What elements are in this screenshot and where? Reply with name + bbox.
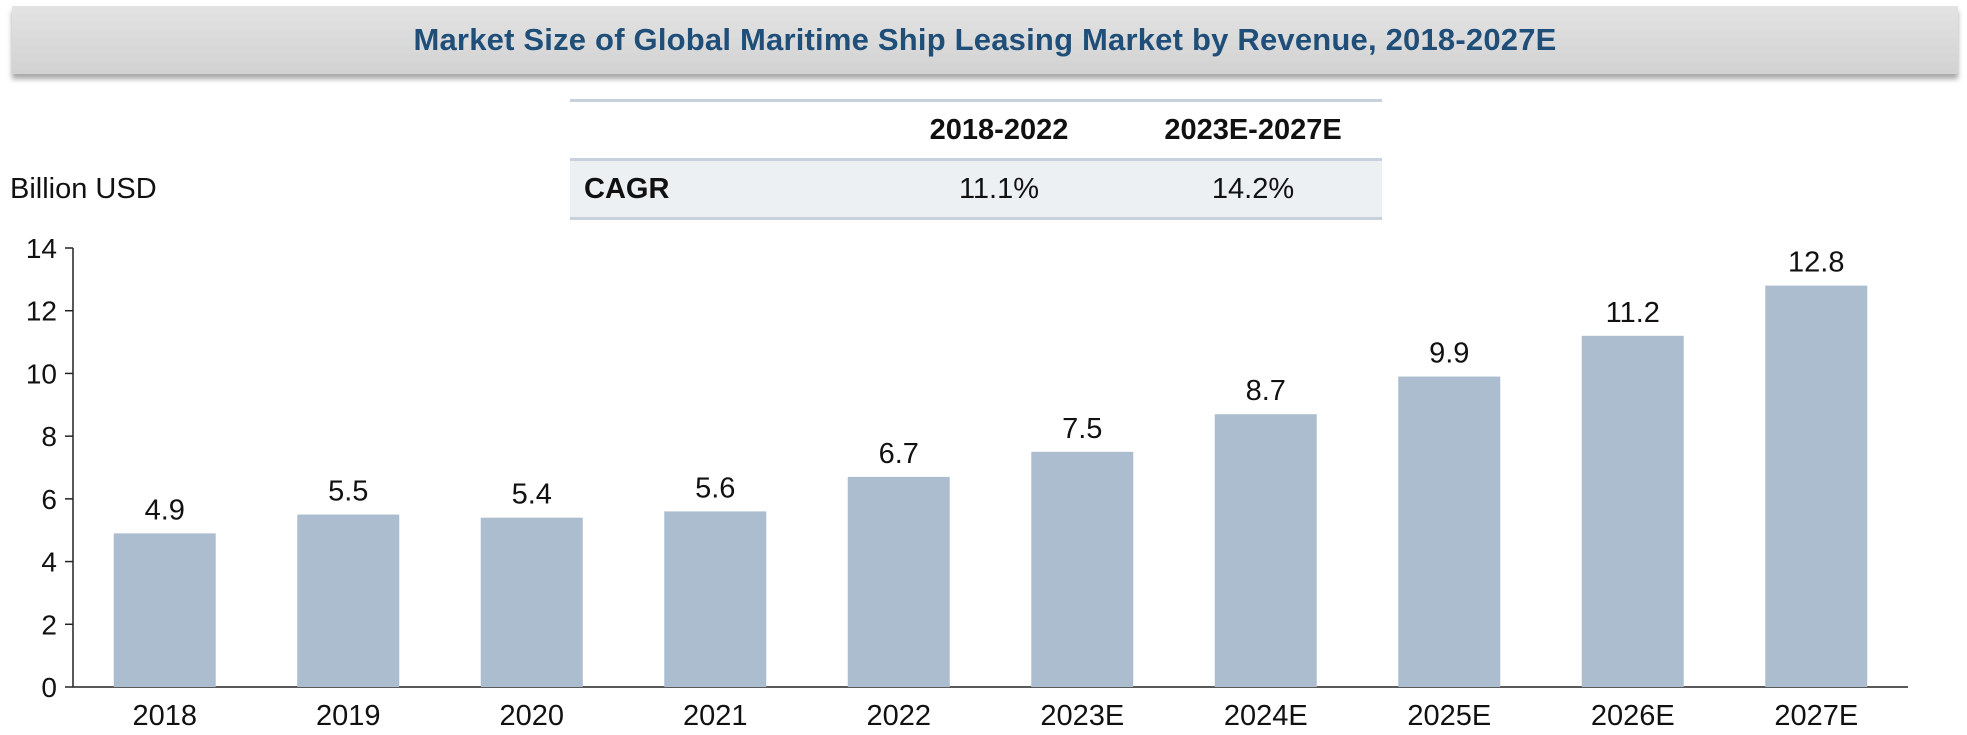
cagr-row-label: CAGR: [570, 159, 874, 220]
bar-value-label: 6.7: [879, 438, 919, 470]
x-tick-label: 2022: [866, 700, 931, 732]
x-tick-label: 2021: [683, 700, 748, 732]
bar: [113, 533, 216, 687]
y-tick-label: 12: [26, 296, 57, 327]
x-tick-label: 2026E: [1591, 700, 1675, 732]
y-axis-unit-label: Billion USD: [10, 173, 157, 205]
bar: [1765, 285, 1868, 687]
bar-value-label: 8.7: [1246, 375, 1286, 407]
bar: [480, 517, 583, 687]
cagr-table-header-period-1: 2018-2022: [874, 99, 1124, 161]
bar: [1581, 335, 1684, 687]
cagr-table-header-period-2: 2023E-2027E: [1124, 99, 1382, 161]
x-tick-label: 2018: [132, 700, 197, 732]
bar: [664, 511, 767, 687]
bar: [1398, 376, 1501, 687]
cagr-table-data-row: CAGR 11.1% 14.2%: [570, 159, 1382, 220]
cagr-value-period-1: 11.1%: [874, 159, 1124, 220]
bar-value-label: 9.9: [1429, 338, 1469, 370]
bar-value-label: 5.4: [512, 479, 552, 511]
x-tick-label: 2019: [316, 700, 381, 732]
y-tick-label: 2: [41, 609, 57, 640]
x-tick-label: 2024E: [1224, 700, 1308, 732]
y-tick-label: 10: [26, 358, 57, 389]
y-tick-label: 8: [41, 421, 57, 452]
cagr-table: 2018-2022 2023E-2027E CAGR 11.1% 14.2%: [570, 99, 1382, 220]
x-tick-label: 2023E: [1040, 700, 1124, 732]
chart-title: Market Size of Global Maritime Ship Leas…: [413, 22, 1557, 57]
bar: [297, 514, 400, 687]
bar-value-label: 4.9: [145, 494, 185, 526]
x-tick-label: 2025E: [1407, 700, 1491, 732]
title-bar: Market Size of Global Maritime Ship Leas…: [12, 6, 1958, 74]
x-tick-label: 2020: [499, 700, 564, 732]
y-tick-label: 14: [26, 233, 57, 264]
cagr-value-period-2: 14.2%: [1124, 159, 1382, 220]
bar: [1031, 451, 1134, 687]
y-tick-label: 0: [41, 672, 57, 703]
bar-value-label: 5.5: [328, 476, 368, 508]
bar-value-label: 5.6: [695, 472, 735, 504]
bar-value-label: 7.5: [1062, 413, 1102, 445]
bar: [1214, 414, 1317, 687]
cagr-table-header-row: 2018-2022 2023E-2027E: [570, 99, 1382, 161]
bar-value-label: 12.8: [1788, 247, 1844, 279]
cagr-table-header-blank: [570, 99, 874, 161]
x-tick-label: 2027E: [1774, 700, 1858, 732]
bar-value-label: 11.2: [1606, 297, 1660, 329]
bar: [847, 476, 950, 687]
y-tick-label: 6: [41, 484, 57, 515]
y-tick-label: 4: [41, 547, 57, 578]
